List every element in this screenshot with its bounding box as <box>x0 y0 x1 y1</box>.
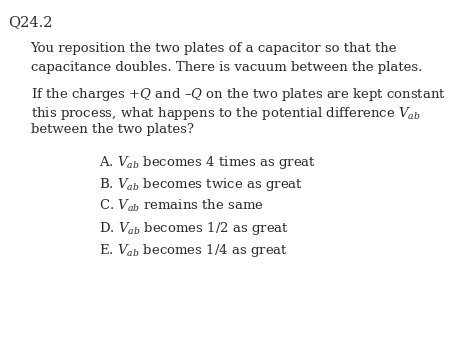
Text: between the two plates?: between the two plates? <box>31 123 194 136</box>
Text: E. $V_{ab}$ becomes 1/4 as great: E. $V_{ab}$ becomes 1/4 as great <box>99 242 288 259</box>
Text: D. $V_{ab}$ becomes 1/2 as great: D. $V_{ab}$ becomes 1/2 as great <box>99 220 289 237</box>
Text: A. $V_{ab}$ becomes 4 times as great: A. $V_{ab}$ becomes 4 times as great <box>99 154 316 171</box>
Text: C. $V_{ab}$ remains the same: C. $V_{ab}$ remains the same <box>99 198 264 214</box>
Text: B. $V_{ab}$ becomes twice as great: B. $V_{ab}$ becomes twice as great <box>99 176 303 193</box>
Text: this process, what happens to the potential difference $V_{ab}$: this process, what happens to the potent… <box>31 105 420 122</box>
Text: Q24.2: Q24.2 <box>8 15 53 29</box>
Text: You reposition the two plates of a capacitor so that the: You reposition the two plates of a capac… <box>31 42 397 55</box>
Text: capacitance doubles. There is vacuum between the plates.: capacitance doubles. There is vacuum bet… <box>31 61 422 74</box>
Text: If the charges +$Q$ and –$Q$ on the two plates are kept constant  in: If the charges +$Q$ and –$Q$ on the two … <box>31 86 450 103</box>
